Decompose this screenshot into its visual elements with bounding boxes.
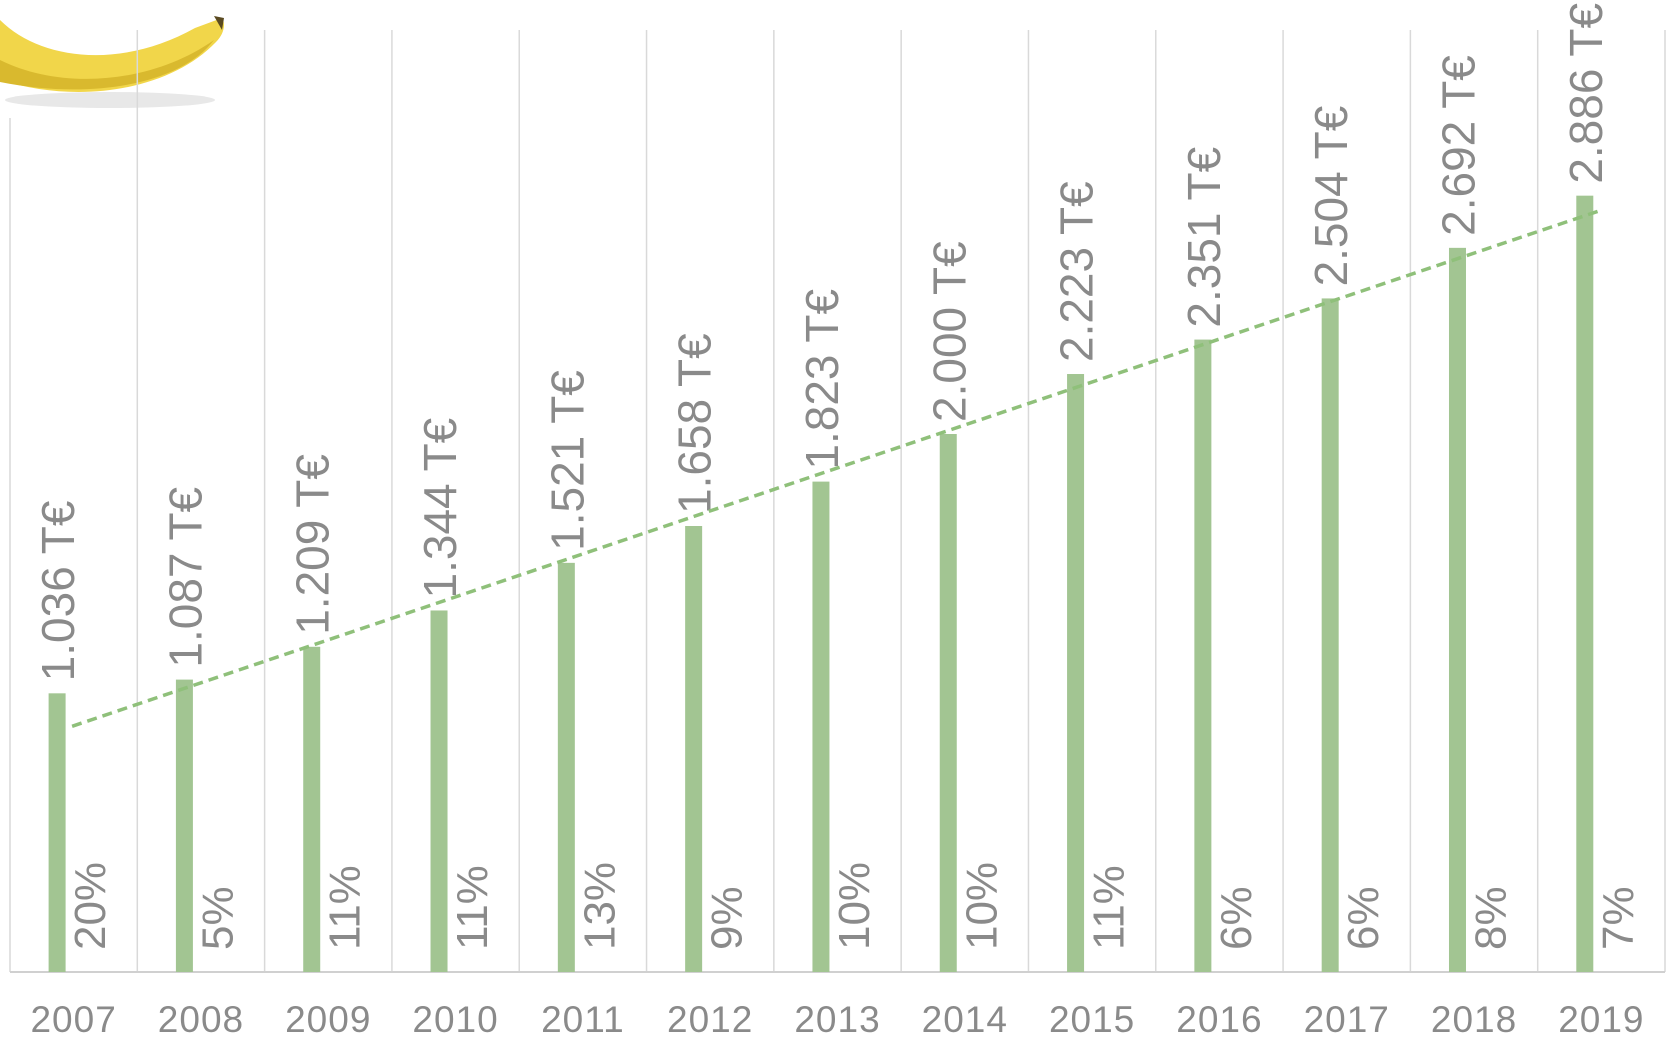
value-label: 1.521 T€: [541, 370, 593, 551]
growth-label: 10%: [957, 862, 1006, 950]
bar: [1067, 374, 1084, 972]
x-tick-label: 2015: [1049, 999, 1135, 1040]
growth-label: 11%: [321, 865, 370, 950]
bar: [431, 610, 448, 972]
chart: 1.036 T€ 20% 2007 1.087 T€ 5% 2008 1.209 T€ 11%…: [0, 0, 1675, 1042]
bar: [558, 563, 575, 972]
growth-label: 9%: [703, 886, 752, 950]
x-tick-label: 2009: [285, 999, 371, 1040]
value-label: 1.209 T€: [287, 454, 339, 635]
growth-label: 13%: [575, 862, 624, 950]
value-label: 1.087 T€: [159, 487, 211, 668]
growth-label: 20%: [66, 862, 115, 950]
x-tick-label: 2008: [158, 999, 244, 1040]
value-label: 2.000 T€: [923, 241, 975, 422]
x-tick-label: 2019: [1558, 999, 1644, 1040]
bar: [176, 680, 193, 972]
x-tick-label: 2016: [1176, 999, 1262, 1040]
x-tick-label: 2012: [667, 999, 753, 1040]
growth-label: 7%: [1594, 886, 1643, 950]
growth-label: 5%: [193, 886, 242, 950]
value-label: 2.351 T€: [1178, 147, 1230, 328]
value-label: 2.692 T€: [1432, 55, 1484, 236]
value-label: 2.504 T€: [1305, 106, 1357, 287]
x-tick-label: 2014: [922, 999, 1008, 1040]
growth-label: 6%: [1339, 886, 1388, 950]
value-label: 1.658 T€: [669, 333, 721, 514]
bar: [303, 647, 320, 972]
bar: [812, 482, 829, 972]
value-label: 1.036 T€: [32, 501, 84, 682]
growth-label: 10%: [830, 862, 879, 950]
growth-label: 6%: [1212, 886, 1261, 950]
bar: [940, 434, 957, 972]
x-tick-label: 2007: [30, 999, 116, 1040]
x-tick-label: 2013: [794, 999, 880, 1040]
value-label: 2.886 T€: [1560, 3, 1612, 184]
value-label: 2.223 T€: [1051, 181, 1103, 362]
x-tick-label: 2011: [541, 999, 625, 1040]
bar: [1449, 248, 1466, 972]
x-tick-label: 2010: [412, 999, 498, 1040]
value-label: 1.823 T€: [796, 289, 848, 470]
bar: [1576, 196, 1593, 972]
bar: [1322, 298, 1339, 972]
x-tick-label: 2018: [1431, 999, 1517, 1040]
growth-label: 11%: [1085, 865, 1134, 950]
bar: [1194, 340, 1211, 972]
banana-image: [0, 16, 224, 108]
bar: [49, 693, 66, 972]
x-tick-label: 2017: [1304, 999, 1390, 1040]
bar: [685, 526, 702, 972]
growth-label: 11%: [448, 865, 497, 950]
growth-label: 8%: [1466, 886, 1515, 950]
value-label: 1.344 T€: [414, 418, 466, 599]
